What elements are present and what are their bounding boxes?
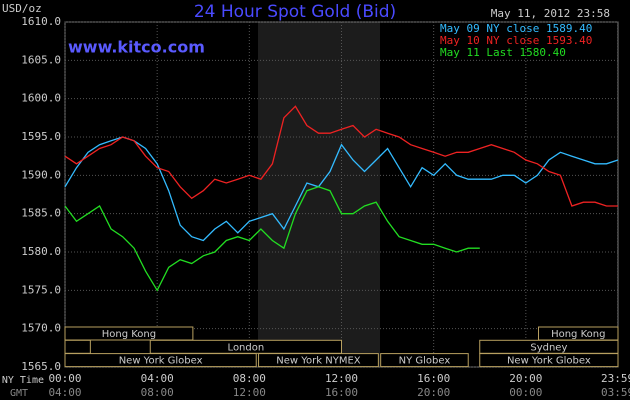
x-tick-label: 00:00 xyxy=(48,372,81,385)
session-label: Hong Kong xyxy=(551,329,605,340)
session-label: New York Globex xyxy=(507,356,591,367)
x-tick-label: 04:00 xyxy=(141,372,174,385)
x2-tick-label: 04:00 xyxy=(48,386,81,399)
x-tick-label: 12:00 xyxy=(325,372,358,385)
x2-tick-label: 20:00 xyxy=(417,386,450,399)
timestamp: May 11, 2012 23:58 xyxy=(491,7,610,20)
session-box xyxy=(64,326,194,341)
x-row-label: NY Time xyxy=(2,375,44,386)
y-tick-label: 1580.0 xyxy=(21,245,61,258)
session-label: Sydney xyxy=(530,342,567,353)
series-line xyxy=(64,186,480,292)
legend-entry: May 10 NY close 1593.40 xyxy=(440,34,592,47)
x2-tick-label: 03:59 xyxy=(601,386,630,399)
series-line xyxy=(64,105,618,207)
x2-tick-label: 16:00 xyxy=(325,386,358,399)
y-tick-label: 1605.0 xyxy=(21,53,61,66)
legend-entry: May 09 NY close 1589.40 xyxy=(440,22,592,35)
y-tick-label: 1570.0 xyxy=(21,322,61,335)
y-tick-label: 1565.0 xyxy=(21,360,61,373)
y-tick-label: 1575.0 xyxy=(21,283,61,296)
x2-tick-label: 12:00 xyxy=(233,386,266,399)
session-label: New York NYMEX xyxy=(276,356,361,367)
x-tick-label: 08:00 xyxy=(233,372,266,385)
session-shade xyxy=(258,22,380,367)
y-tick-label: 1610.0 xyxy=(21,15,61,28)
session-box xyxy=(479,353,619,368)
series-line xyxy=(64,136,619,242)
session-label: New York Globex xyxy=(119,356,203,367)
chart-title: 24 Hour Spot Gold (Bid) xyxy=(194,2,396,22)
y-tick-label: 1590.0 xyxy=(21,168,61,181)
x-row-label: GMT xyxy=(10,388,28,399)
y-tick-label: 1595.0 xyxy=(21,130,61,143)
session-box xyxy=(380,353,469,368)
y-tick-label: 1585.0 xyxy=(21,207,61,220)
session-label: NY Globex xyxy=(399,356,451,367)
session-box xyxy=(64,339,91,354)
watermark: www.kitco.com xyxy=(68,38,205,57)
y-axis-label: USD/oz xyxy=(2,2,42,15)
x-tick-label: 16:00 xyxy=(417,372,450,385)
session-label: Hong Kong xyxy=(102,329,156,340)
session-label: London xyxy=(228,342,265,353)
legend-entry: May 11 Last 1580.40 xyxy=(440,46,566,59)
session-box xyxy=(258,353,379,368)
x-tick-label: 23:59 xyxy=(601,372,630,385)
x2-tick-label: 00:00 xyxy=(509,386,542,399)
session-box xyxy=(64,353,257,368)
y-tick-label: 1600.0 xyxy=(21,92,61,105)
x-tick-label: 20:00 xyxy=(509,372,542,385)
x2-tick-label: 08:00 xyxy=(141,386,174,399)
